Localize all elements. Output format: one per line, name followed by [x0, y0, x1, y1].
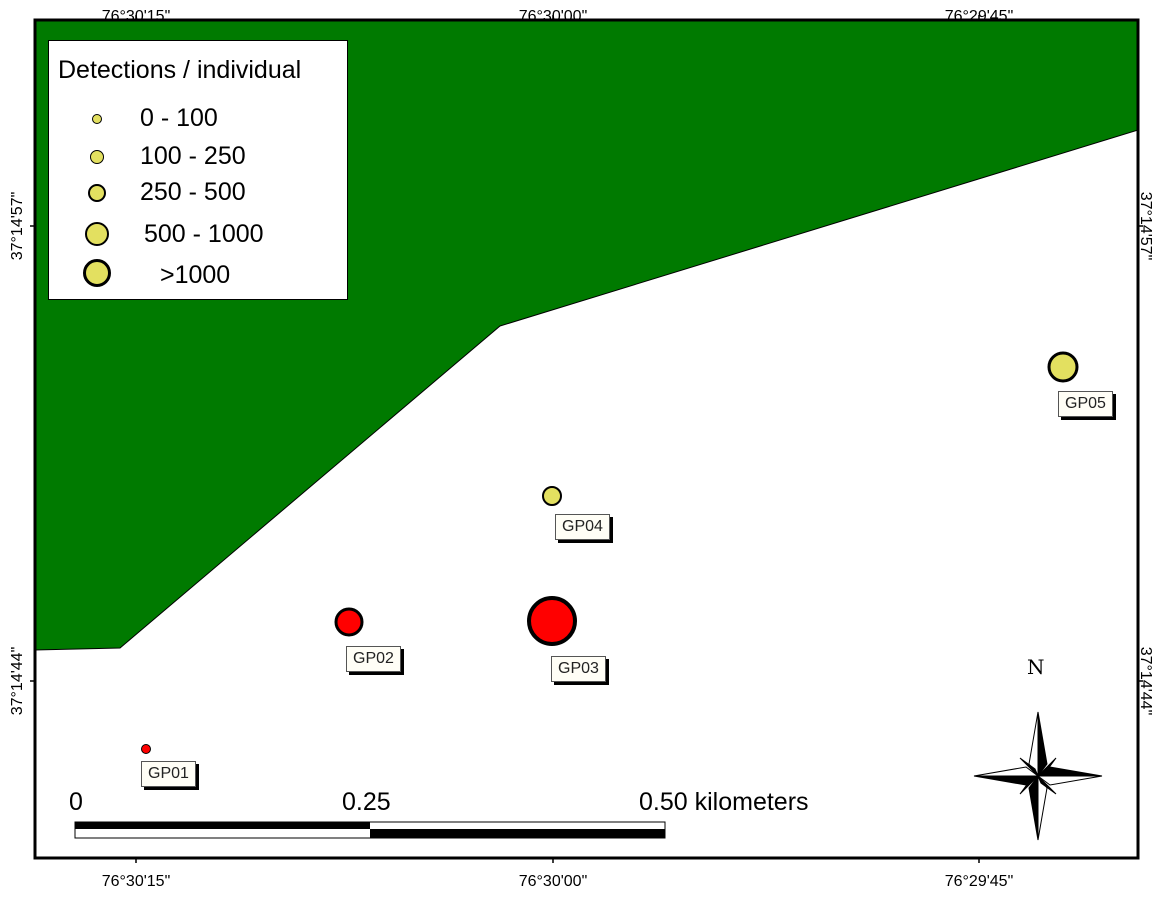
medium-yellow-circle-icon [88, 184, 106, 202]
legend-item: 500 - 1000 [49, 220, 349, 250]
site-label-gp05: GP05 [1058, 391, 1113, 417]
latitude-label-left-south: 37°14'44" [9, 646, 26, 716]
small-yellow-circle-icon [92, 114, 102, 124]
site-marker-gp04[interactable] [542, 486, 562, 506]
latitude-label-right-south: 37°14'44" [1137, 646, 1154, 716]
latitude-label-right-north: 37°14'57" [1137, 191, 1154, 261]
legend-item: 250 - 500 [49, 178, 349, 208]
compass-rose-icon [973, 711, 1103, 841]
site-marker-gp05[interactable] [1047, 351, 1079, 383]
scale-label-zero: 0 [69, 788, 83, 816]
legend-item: 0 - 100 [49, 104, 349, 134]
site-label-gp02: GP02 [346, 646, 401, 672]
legend-item-label: 250 - 500 [140, 178, 246, 206]
yellow-circle-icon [90, 150, 104, 164]
legend-item-label: 0 - 100 [140, 104, 218, 132]
legend-item-label: 500 - 1000 [144, 220, 264, 248]
legend-item-label: 100 - 250 [140, 142, 246, 170]
site-label-gp01: GP01 [141, 761, 196, 787]
scale-bar [74, 821, 666, 839]
legend: Detections / individual 0 - 100 100 - 25… [48, 40, 348, 300]
longitude-label-bottom-west: 76°30'15" [101, 873, 171, 890]
longitude-label-top-west: 76°30'15" [101, 8, 171, 25]
legend-item: 100 - 250 [49, 142, 349, 172]
longitude-label-bottom-center: 76°30'00" [518, 873, 588, 890]
site-marker-gp03[interactable] [527, 596, 577, 646]
site-label-gp03: GP03 [551, 656, 606, 682]
site-marker-gp02[interactable] [334, 607, 364, 637]
longitude-label-bottom-east: 76°29'45" [944, 873, 1014, 890]
legend-item-label: >1000 [160, 261, 231, 289]
map-frame [33, 18, 1140, 860]
latitude-label-left-north: 37°14'57" [9, 191, 26, 261]
site-marker-gp01[interactable] [141, 744, 151, 754]
longitude-label-top-east: 76°29'45" [944, 8, 1014, 25]
large-yellow-circle-icon [85, 222, 109, 246]
legend-title: Detections / individual [58, 56, 302, 84]
scale-label-mid: 0.25 [342, 788, 391, 816]
largest-yellow-circle-icon [83, 259, 111, 287]
north-label: N [1027, 655, 1045, 679]
legend-item: >1000 [49, 259, 349, 289]
site-label-gp04: GP04 [555, 514, 610, 540]
longitude-label-top-center: 76°30'00" [518, 8, 588, 25]
scale-label-end: 0.50 kilometers [639, 788, 809, 816]
graticule-ticks [30, 15, 1143, 863]
